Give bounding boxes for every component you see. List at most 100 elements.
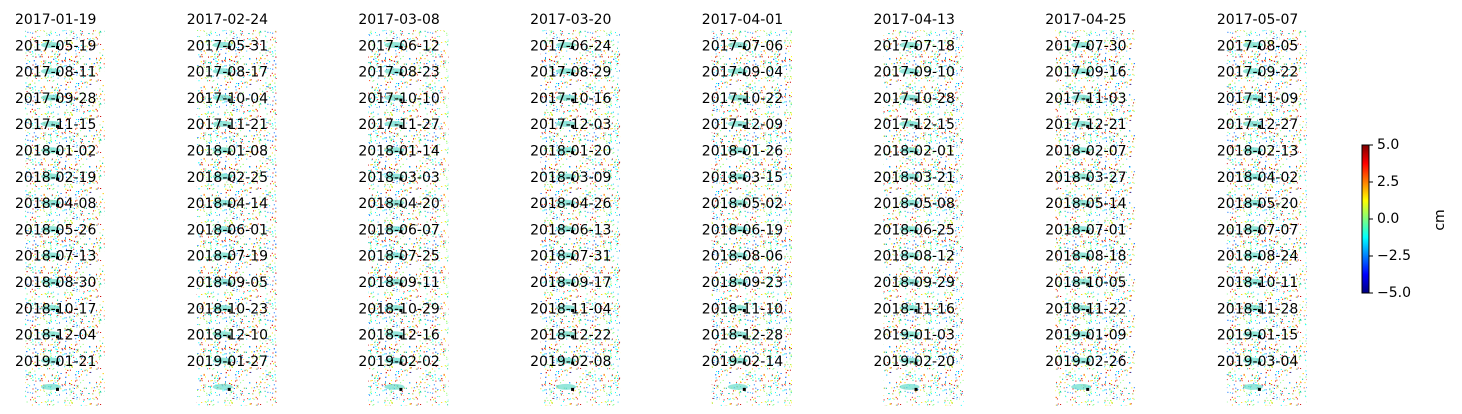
date-label: 2017-11-21	[187, 117, 268, 133]
date-label: 2018-11-16	[874, 301, 955, 317]
tile-marker	[56, 282, 59, 286]
date-label: 2018-09-05	[187, 275, 268, 291]
tile-marker	[1086, 98, 1090, 102]
tile-image	[1055, 371, 1136, 406]
colorbar-label: cm	[1432, 209, 1448, 230]
tile-marker	[571, 98, 575, 102]
date-label: 2017-09-22	[1217, 65, 1298, 81]
tile-marker	[1086, 124, 1090, 128]
tile-marker	[227, 98, 231, 102]
date-label: 2018-04-14	[187, 196, 268, 212]
tile-marker	[227, 177, 231, 181]
date-label: 2017-06-12	[358, 38, 439, 54]
date-label: 2017-08-29	[530, 65, 611, 81]
tile-marker	[1086, 230, 1090, 234]
date-label: 2017-01-19	[15, 12, 96, 28]
tile-image	[540, 371, 621, 406]
date-label: 2018-06-19	[702, 222, 783, 238]
tile-marker	[1257, 177, 1261, 181]
date-label: 2017-09-28	[15, 91, 96, 107]
tile-marker	[914, 203, 918, 207]
date-label: 2018-12-16	[358, 328, 439, 344]
date-label: 2017-03-08	[358, 12, 439, 28]
tile-marker	[1257, 98, 1261, 102]
tile-marker	[914, 256, 918, 260]
tile-marker	[56, 230, 59, 234]
date-label: 2018-01-20	[530, 144, 611, 160]
date-label: 2019-02-20	[874, 354, 955, 370]
tile-marker	[227, 282, 231, 286]
date-label: 2018-11-28	[1217, 301, 1298, 317]
date-label: 2018-09-29	[874, 275, 955, 291]
tile-marker	[227, 256, 231, 260]
tile-marker	[399, 98, 403, 102]
date-label: 2017-05-19	[15, 38, 96, 54]
tile-marker	[742, 151, 746, 155]
date-label: 2017-12-09	[702, 117, 783, 133]
date-label: 2018-11-22	[1045, 301, 1126, 317]
date-label: 2018-07-13	[15, 249, 96, 265]
date-label: 2017-09-04	[702, 65, 783, 81]
tile-marker	[56, 46, 59, 49]
tile-marker	[227, 46, 231, 49]
date-label: 2018-09-11	[358, 275, 439, 291]
tile-marker	[56, 177, 59, 181]
tile-image	[196, 371, 277, 406]
tile	[1055, 371, 1136, 406]
labels: 2017-01-19 2017-02-24 2017-03-08 2017-03-20…	[15, 12, 1298, 370]
date-label: 2017-03-20	[530, 12, 611, 28]
tile-marker	[227, 335, 231, 339]
date-label: 2017-04-13	[874, 12, 955, 28]
colorbar-tick-label: −2.5	[1377, 248, 1411, 264]
date-label: 2018-08-24	[1217, 249, 1298, 265]
tile-marker	[56, 309, 59, 312]
tile-marker	[914, 124, 918, 128]
tile-marker	[1257, 203, 1261, 207]
date-label: 2019-01-09	[1045, 328, 1126, 344]
date-label: 2019-01-27	[187, 354, 268, 370]
tile-marker	[399, 309, 403, 312]
tile-marker	[1086, 177, 1090, 181]
date-label: 2018-02-19	[15, 170, 96, 186]
tile-marker	[914, 230, 918, 234]
tile-marker	[571, 72, 575, 76]
tile-marker	[571, 335, 575, 339]
tile	[540, 371, 621, 406]
tile-marker	[742, 256, 746, 260]
tile-marker	[399, 72, 403, 76]
date-label: 2019-02-26	[1045, 354, 1126, 370]
date-label: 2018-07-25	[358, 249, 439, 265]
tile-marker	[1257, 46, 1261, 49]
tile-marker	[1257, 230, 1261, 234]
tile-marker	[1257, 309, 1261, 312]
date-label: 2017-07-30	[1045, 38, 1126, 54]
date-label: 2019-02-08	[530, 354, 611, 370]
tile-marker	[571, 177, 575, 181]
date-label: 2018-07-19	[187, 249, 268, 265]
date-label: 2017-10-16	[530, 91, 611, 107]
date-label: 2019-02-14	[702, 354, 783, 370]
tile-marker	[227, 361, 231, 365]
date-label: 2018-02-07	[1045, 144, 1126, 160]
colorbar-tick-label: 2.5	[1377, 174, 1399, 190]
date-label: 2018-03-09	[530, 170, 611, 186]
date-label: 2018-03-21	[874, 170, 955, 186]
date-label: 2017-11-27	[358, 117, 439, 133]
tile-marker	[1086, 151, 1090, 155]
date-label: 2018-12-22	[530, 328, 611, 344]
date-label: 2018-05-02	[702, 196, 783, 212]
tile-marker	[399, 282, 403, 286]
tile-marker	[399, 387, 403, 391]
date-label: 2018-10-11	[1217, 275, 1298, 291]
tile-marker	[1086, 256, 1090, 260]
date-label: 2018-03-15	[702, 170, 783, 186]
tile-marker	[1086, 72, 1090, 76]
tile-marker	[56, 72, 59, 76]
tile-marker	[227, 309, 231, 312]
tile-marker	[1086, 46, 1090, 49]
date-label: 2017-09-10	[874, 65, 955, 81]
tile-marker	[914, 335, 918, 339]
tile-marker	[399, 361, 403, 365]
date-label: 2018-02-01	[874, 144, 955, 160]
